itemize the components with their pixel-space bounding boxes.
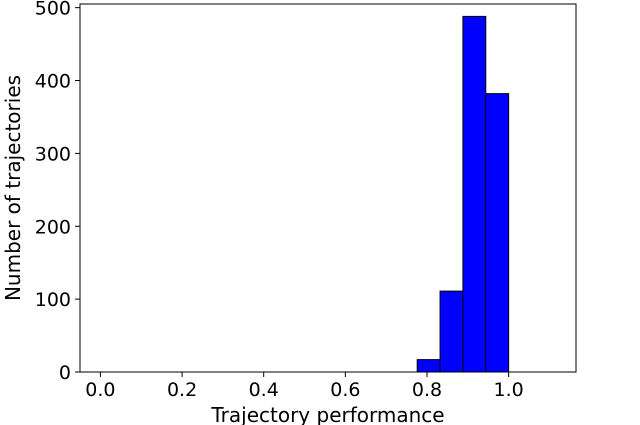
x-tick-label: 0.0 (85, 379, 115, 401)
x-tick-label: 0.4 (249, 379, 279, 401)
histogram-bar (416, 359, 441, 373)
plot-frame (79, 3, 577, 373)
x-axis-label: Trajectory performance (210, 403, 444, 425)
histogram-bar (485, 93, 510, 373)
y-tick-label: 300 (35, 143, 71, 165)
y-tick-label: 0 (59, 362, 71, 384)
histogram-bar (462, 15, 487, 373)
y-tick-label: 500 (35, 0, 71, 20)
y-tick-label: 400 (35, 71, 71, 93)
histogram-bar (439, 290, 464, 373)
y-axis-label: Number of trajectories (1, 75, 25, 301)
y-tick-label: 200 (35, 216, 71, 238)
histogram-bars (416, 15, 510, 373)
y-axis-ticks: 0 100 200 300 400 500 (35, 0, 80, 384)
y-tick-label: 100 (35, 289, 71, 311)
x-tick-label: 1.0 (494, 379, 524, 401)
x-tick-label: 0.6 (330, 379, 360, 401)
x-axis-ticks: 0.0 0.2 0.4 0.6 0.8 1.0 (85, 372, 524, 401)
x-tick-label: 0.8 (412, 379, 442, 401)
x-tick-label: 0.2 (167, 379, 197, 401)
